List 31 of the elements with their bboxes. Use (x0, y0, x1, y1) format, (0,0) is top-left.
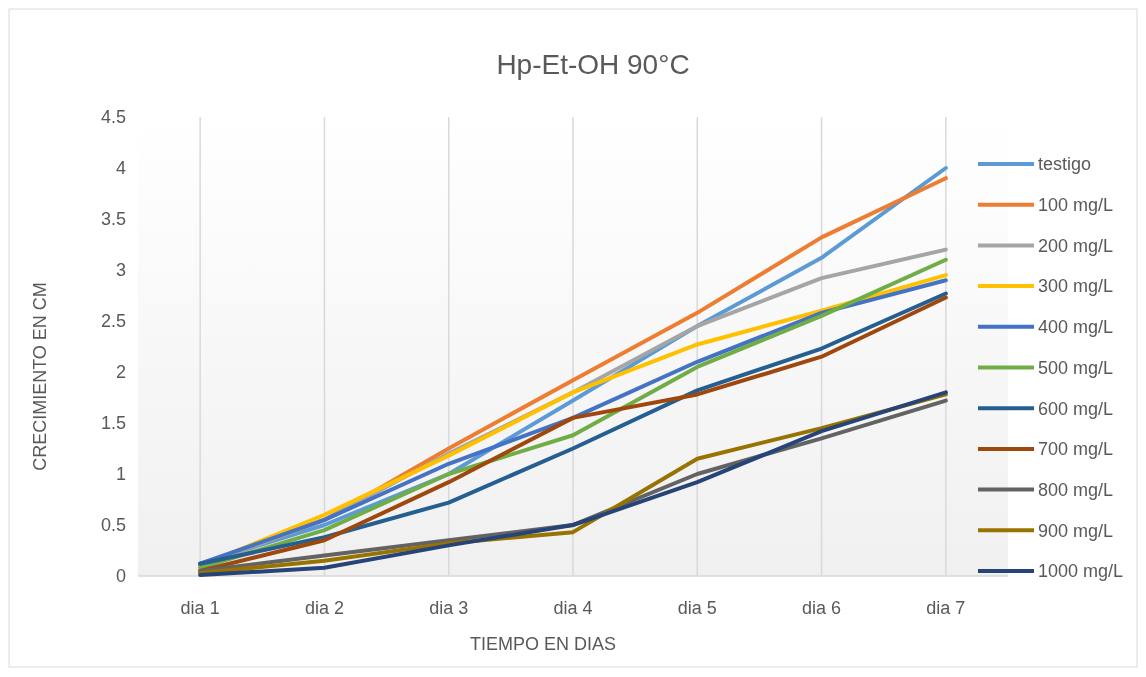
legend-label: 100 mg/L (1038, 195, 1114, 215)
legend-label: 1000 mg/L (1038, 561, 1124, 582)
legend-label: 900 mg/L (1038, 520, 1114, 541)
legend-label: 800 mg/L (1038, 479, 1114, 500)
y-axis-title: CRECIMIENTO EN CM (30, 282, 50, 471)
legend-label: testigo (1038, 154, 1092, 175)
y-tick-label: 3 (115, 260, 126, 281)
legend-label: 300 mg/L (1038, 276, 1114, 297)
y-tick-label: 4 (115, 158, 126, 179)
x-tick-label: dia 4 (553, 598, 593, 618)
x-tick-label: dia 1 (180, 598, 220, 618)
x-tick-label: dia 5 (677, 598, 717, 618)
legend-label: 500 mg/L (1038, 357, 1114, 378)
x-axis-title: TIEMPO EN DIAS (469, 634, 617, 654)
x-tick-label: dia 6 (802, 598, 842, 618)
legend-label: 200 mg/L (1038, 235, 1114, 256)
y-tick-label: 1.5 (100, 413, 126, 434)
y-tick-label: 0 (115, 566, 126, 587)
y-tick-label: 3.5 (100, 209, 126, 230)
legend-label: 600 mg/L (1038, 398, 1114, 419)
legend-label: 700 mg/L (1038, 439, 1114, 460)
y-tick-label: 0.5 (100, 515, 126, 536)
y-tick-label: 4.5 (100, 107, 126, 128)
x-tick-label: dia 3 (429, 598, 469, 618)
y-tick-label: 2.5 (100, 311, 126, 332)
legend-label: 400 mg/L (1038, 317, 1114, 338)
x-tick-label: dia 7 (926, 598, 966, 618)
y-tick-label: 1 (115, 464, 126, 485)
chart-title: Hp-Et-OH 90°C (496, 49, 690, 80)
y-tick-label: 2 (115, 362, 126, 383)
x-tick-label: dia 2 (304, 598, 344, 618)
